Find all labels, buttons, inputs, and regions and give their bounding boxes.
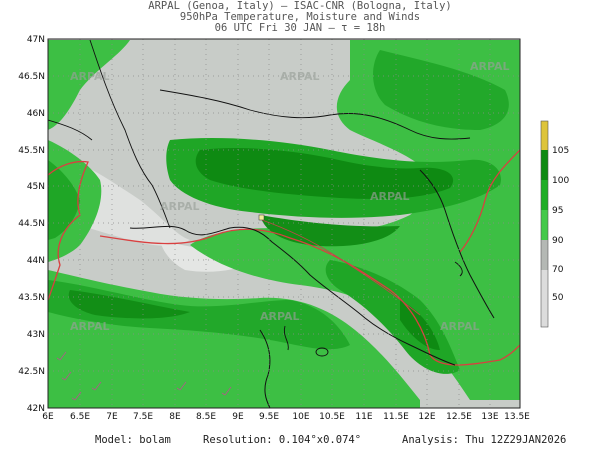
- svg-text:ARPAL: ARPAL: [280, 70, 320, 83]
- colorbar-label: 90: [552, 236, 564, 246]
- lon-label: 10E: [292, 412, 309, 422]
- svg-text:ARPAL: ARPAL: [70, 320, 110, 333]
- lat-label: 45.5N: [18, 146, 45, 156]
- colorbar-label: 95: [552, 206, 563, 216]
- header-product: 950hPa Temperature, Moisture and Winds: [179, 11, 421, 23]
- lon-label: 7.5E: [133, 412, 153, 422]
- lon-label: 7E: [106, 412, 118, 422]
- colorbar-label: 50: [552, 293, 564, 303]
- lat-label: 47N: [27, 35, 45, 45]
- lon-label: 8.5E: [196, 412, 216, 422]
- colorbar-segment-95: [541, 180, 548, 210]
- lat-label: 42N: [27, 404, 45, 414]
- lon-label: 10.5E: [319, 412, 345, 422]
- lat-label: 44N: [27, 256, 45, 266]
- lon-label: 6.5E: [70, 412, 90, 422]
- colorbar-segment-100: [541, 150, 548, 180]
- lon-label: 8E: [169, 412, 181, 422]
- wind-barbs: [56, 351, 232, 401]
- map-frame: [47, 38, 521, 409]
- lon-label: 9E: [232, 412, 244, 422]
- colorbar-segment-90: [541, 210, 548, 240]
- lon-label: 13.5E: [504, 412, 530, 422]
- lat-label: 43.5N: [18, 293, 45, 303]
- header-source: ARPAL (Genoa, Italy) — ISAC-CNR (Bologna…: [148, 0, 452, 12]
- svg-text:ARPAL: ARPAL: [440, 320, 480, 333]
- station-marker: [258, 214, 265, 221]
- lat-label: 45N: [27, 182, 45, 192]
- lat-label: 43N: [27, 330, 45, 340]
- colorbar: 105 100 95 90 70 50: [540, 120, 569, 328]
- lat-label: 46N: [27, 109, 45, 119]
- lon-label: 11E: [355, 412, 372, 422]
- lat-label: 46.5N: [18, 72, 45, 82]
- lat-label: 44.5N: [18, 219, 45, 229]
- lon-label: 11.5E: [383, 412, 409, 422]
- lon-label: 13E: [481, 412, 498, 422]
- grid-lines: [48, 39, 520, 408]
- svg-text:ARPAL: ARPAL: [470, 60, 510, 73]
- lon-label: 12E: [418, 412, 435, 422]
- lat-label: 42.5N: [18, 367, 45, 377]
- svg-text:ARPAL: ARPAL: [70, 70, 110, 83]
- header-valid-time: 06 UTC Fri 30 JAN — τ = 18h: [214, 22, 386, 34]
- footer-analysis: Analysis: Thu 12Z29JAN2026: [402, 434, 567, 446]
- svg-text:ARPAL: ARPAL: [370, 190, 410, 203]
- map-panel: ARPAL ARPAL ARPAL ARPAL ARPAL ARPAL ARPA…: [48, 39, 520, 408]
- colorbar-segment-70: [541, 240, 548, 270]
- footer-model: Model: bolam: [95, 434, 171, 446]
- lat-axis: 47N 46.5N 46N 45.5N 45N 44.5N 44N 43.5N …: [18, 35, 45, 414]
- lon-axis: 6E 6.5E 7E 7.5E 8E 8.5E 9E 9.5E 10E 10.5…: [42, 412, 530, 422]
- colorbar-label: 105: [552, 146, 569, 156]
- svg-text:ARPAL: ARPAL: [260, 310, 300, 323]
- svg-text:ARPAL: ARPAL: [160, 200, 200, 213]
- lon-label: 9.5E: [259, 412, 279, 422]
- colorbar-segment-50: [541, 270, 548, 327]
- footer-resolution: Resolution: 0.104°x0.074°: [203, 434, 362, 446]
- watermarks: ARPAL ARPAL ARPAL ARPAL ARPAL ARPAL ARPA…: [70, 60, 510, 333]
- colorbar-segment-105: [541, 121, 548, 150]
- colorbar-label: 70: [552, 265, 564, 275]
- colorbar-label: 100: [552, 176, 569, 186]
- lon-label: 12.5E: [446, 412, 472, 422]
- lon-label: 6E: [42, 412, 54, 422]
